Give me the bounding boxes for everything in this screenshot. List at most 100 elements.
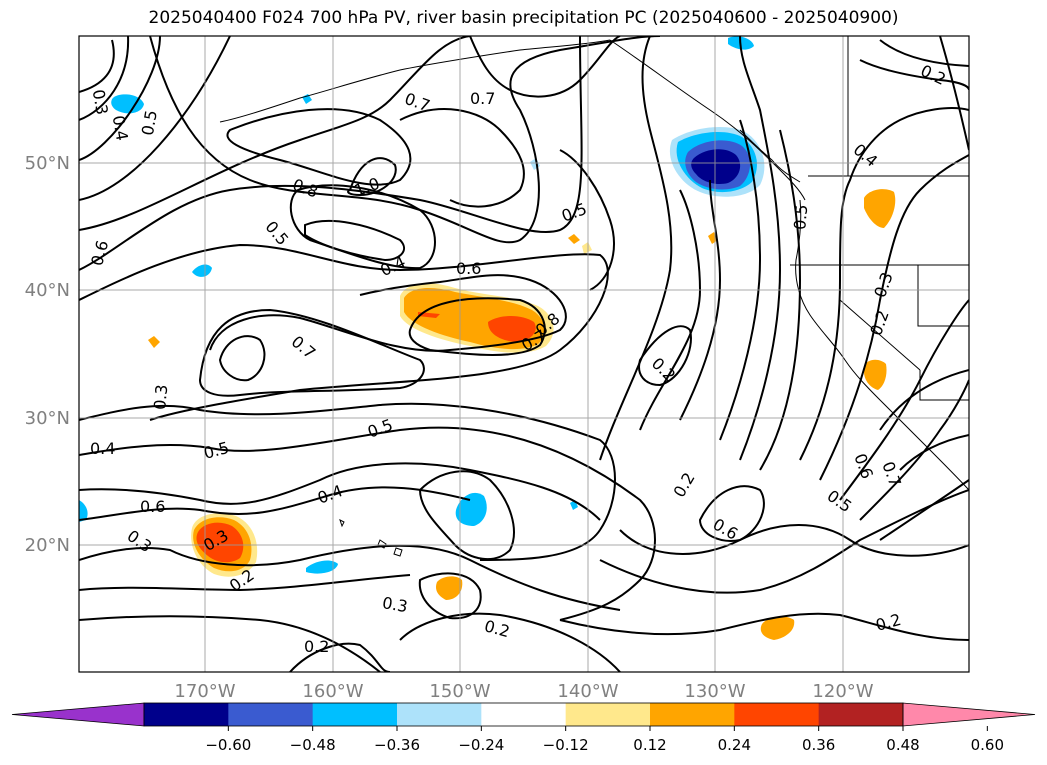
colorbar-tick-label: 0.24 <box>718 736 751 754</box>
map-title: 2025040400 F024 700 hPa PV, river basin … <box>148 8 899 28</box>
pos-anomaly-west-core <box>196 522 244 563</box>
us-west-coast <box>795 199 969 491</box>
pos-anomaly-small-7 <box>582 242 592 254</box>
state-border-2 <box>917 265 969 327</box>
pos-anomaly-central-core <box>488 316 536 342</box>
colorbar-tick-label: −0.48 <box>290 736 336 754</box>
state-border-5 <box>919 370 969 401</box>
contour-label: 0.2 <box>669 469 698 501</box>
contour-label: 0.5 <box>261 217 292 249</box>
contour-label: 0.5 <box>790 204 811 231</box>
pos-anomaly-small-4 <box>864 359 887 390</box>
longitude-labels: 170°W 160°W 150°W 140°W 130°W 120°W <box>174 681 873 702</box>
southeast-alaska-coast <box>609 39 806 201</box>
lon-label: 140°W <box>557 681 618 702</box>
contour-label: 0.7 <box>878 459 905 489</box>
colorbar-segment <box>144 703 229 726</box>
colorbar-tick-label: 0.48 <box>886 736 919 754</box>
colorbar-segment <box>565 703 651 726</box>
contour-label: 0.7 <box>470 89 495 108</box>
colorbar-frame <box>143 702 904 727</box>
contour-label: 0.2 <box>648 354 679 385</box>
colorbar-tick-label: 0.12 <box>633 736 666 754</box>
contour-label: 1.0 <box>352 174 382 201</box>
contour-label: 0.4 <box>377 252 408 280</box>
lat-label: 50°N <box>25 153 70 174</box>
contour-label: 0.3 <box>381 593 409 616</box>
pos-anomaly-small-1 <box>436 576 463 600</box>
contour-label: 0.6 <box>87 238 112 268</box>
colorbar-segment <box>312 703 398 726</box>
neg-anomaly-nw <box>111 94 144 114</box>
hawaii-island-1 <box>377 539 387 549</box>
contour-label: 0.2 <box>304 637 329 656</box>
colorbar-segment <box>650 703 735 726</box>
contour-label: 0.8 <box>290 175 320 202</box>
contour-label: 0.5 <box>365 415 395 442</box>
pos-anomaly-small-2 <box>760 616 795 640</box>
contour-label: 0.3 <box>150 384 171 411</box>
pos-anomaly-small-6 <box>568 234 580 244</box>
hawaii-island-3 <box>339 519 345 528</box>
lon-label: 120°W <box>812 681 873 702</box>
neg-anomaly-small-4 <box>79 500 88 522</box>
lat-label: 40°N <box>25 280 70 301</box>
lat-label: 30°N <box>25 408 70 429</box>
lon-label: 130°W <box>684 681 745 702</box>
contour-label: 0.6 <box>710 514 742 543</box>
contour-label: 0.4 <box>90 439 115 458</box>
neg-anomaly-small-3 <box>306 560 338 574</box>
contour-label: 0.6 <box>456 259 481 278</box>
hawaii-island-2 <box>393 547 403 557</box>
contour-label: 0.3 <box>124 526 156 556</box>
colorbar-tick-label: 0.36 <box>802 736 835 754</box>
lon-label: 160°W <box>302 681 363 702</box>
pos-anomaly-small-3 <box>864 189 896 228</box>
contour-label: 0.2 <box>866 308 893 338</box>
precip-anomaly-fills <box>79 36 896 640</box>
alaska-coast <box>219 39 611 123</box>
contour-label: 0.5 <box>138 109 161 137</box>
colorbar-tick-label: 0.60 <box>971 736 1004 754</box>
neg-anomaly-pnw-core <box>691 149 741 184</box>
contour-label: 0.6 <box>140 497 165 516</box>
lon-label: 150°W <box>429 681 490 702</box>
neg-anomaly-small-2 <box>455 492 487 526</box>
colorbar-tick-label: −0.36 <box>374 736 420 754</box>
pos-anomaly-small-5 <box>148 336 160 348</box>
contour-label: 0.3 <box>870 270 897 300</box>
contour-label: 0.2 <box>482 616 512 641</box>
contour-label: 0.5 <box>824 486 856 516</box>
colorbar-extend-min <box>11 702 145 727</box>
contour-label: 0.5 <box>202 438 232 463</box>
neg-anomaly-small-1 <box>192 264 212 277</box>
colorbar-segment <box>818 703 904 726</box>
colorbar-segment <box>397 703 482 726</box>
colorbar-tick-label: −0.12 <box>543 736 589 754</box>
contour-label: 0.2 <box>918 61 949 89</box>
bc-coast <box>739 129 801 183</box>
colorbar-extend-max <box>902 702 1036 727</box>
contour-label: 0.4 <box>109 114 132 142</box>
contour-label: 0.4 <box>315 481 345 508</box>
pv-contours <box>79 36 969 672</box>
colorbar-segment <box>228 703 314 726</box>
contour-label: 0.3 <box>89 88 112 116</box>
contour-label: 0.7 <box>288 332 320 363</box>
contour-label: 0.4 <box>850 140 882 171</box>
neg-anomaly-small-5 <box>530 158 540 170</box>
contour-label: 0.5 <box>559 199 589 226</box>
latitude-labels: 50°N 40°N 30°N 20°N <box>25 153 70 556</box>
state-border-4 <box>839 299 921 371</box>
colorbar-segment <box>481 703 567 726</box>
colorbar-tick-label: −0.60 <box>205 736 251 754</box>
colorbar-segment <box>734 703 820 726</box>
coastlines <box>219 36 969 557</box>
graticule <box>79 36 969 672</box>
colorbar-tick-label: −0.24 <box>458 736 504 754</box>
map-frame <box>78 35 970 673</box>
lon-label: 170°W <box>174 681 235 702</box>
lat-label: 20°N <box>25 535 70 556</box>
colorbar: −0.60 −0.48 −0.36 −0.24 −0.12 0.12 0.24 0.36 0.4… <box>11 702 1036 754</box>
